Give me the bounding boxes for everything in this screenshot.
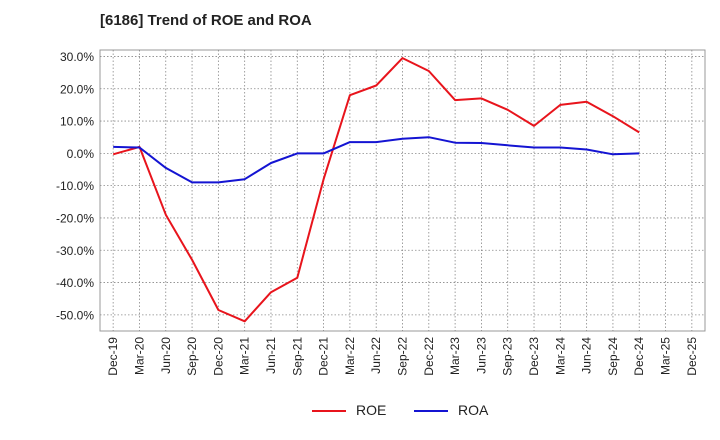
- x-tick-label: Dec-20: [211, 337, 225, 376]
- x-tick-label: Dec-22: [422, 337, 436, 376]
- x-tick-label: Jun-20: [159, 337, 173, 374]
- x-tick-label: Sep-23: [501, 337, 515, 376]
- series-line-roe: [112, 57, 640, 323]
- x-tick-label: Jun-22: [369, 337, 383, 374]
- x-tick-label: Dec-21: [317, 337, 331, 376]
- y-tick-label: -10.0%: [56, 179, 94, 193]
- x-tick-label: Jun-21: [264, 337, 278, 374]
- x-tick-label: Sep-20: [185, 337, 199, 376]
- y-tick-label: -20.0%: [56, 211, 94, 225]
- x-tick-label: Sep-21: [290, 337, 304, 376]
- legend-swatch-roa: [414, 410, 448, 413]
- legend: ROE ROA: [0, 402, 720, 426]
- y-tick-label: -30.0%: [56, 244, 94, 258]
- x-tick-label: Jun-24: [580, 337, 594, 374]
- y-tick-label: 0.0%: [67, 147, 95, 161]
- x-tick-label: Dec-23: [527, 337, 541, 376]
- x-tick-label: Dec-19: [106, 337, 120, 376]
- x-tick-label: Mar-22: [343, 337, 357, 375]
- chart-title: [6186] Trend of ROE and ROA: [100, 12, 312, 29]
- legend-label-roe: ROE: [356, 402, 387, 418]
- y-tick-label: 20.0%: [60, 82, 94, 96]
- x-tick-label: Sep-22: [396, 337, 410, 376]
- legend-item-roe: ROE: [312, 402, 386, 418]
- x-tick-label: Dec-24: [632, 337, 646, 376]
- y-tick-label: -50.0%: [56, 308, 94, 322]
- x-tick-label: Dec-25: [685, 337, 699, 376]
- x-tick-label: Mar-23: [448, 337, 462, 375]
- y-tick-label: 30.0%: [60, 50, 94, 64]
- legend-swatch-roe: [312, 410, 346, 413]
- x-tick-label: Mar-20: [132, 337, 146, 375]
- y-tick-label: 10.0%: [60, 115, 94, 129]
- x-tick-label: Sep-24: [606, 337, 620, 376]
- x-tick-label: Mar-21: [238, 337, 252, 375]
- x-tick-label: Mar-24: [553, 337, 567, 375]
- legend-item-roa: ROA: [414, 402, 488, 418]
- x-tick-label: Jun-23: [474, 337, 488, 374]
- legend-label-roa: ROA: [458, 402, 489, 418]
- x-tick-label: Mar-25: [659, 337, 673, 375]
- series-line-roa: [113, 136, 640, 184]
- y-tick-label: -40.0%: [56, 276, 94, 290]
